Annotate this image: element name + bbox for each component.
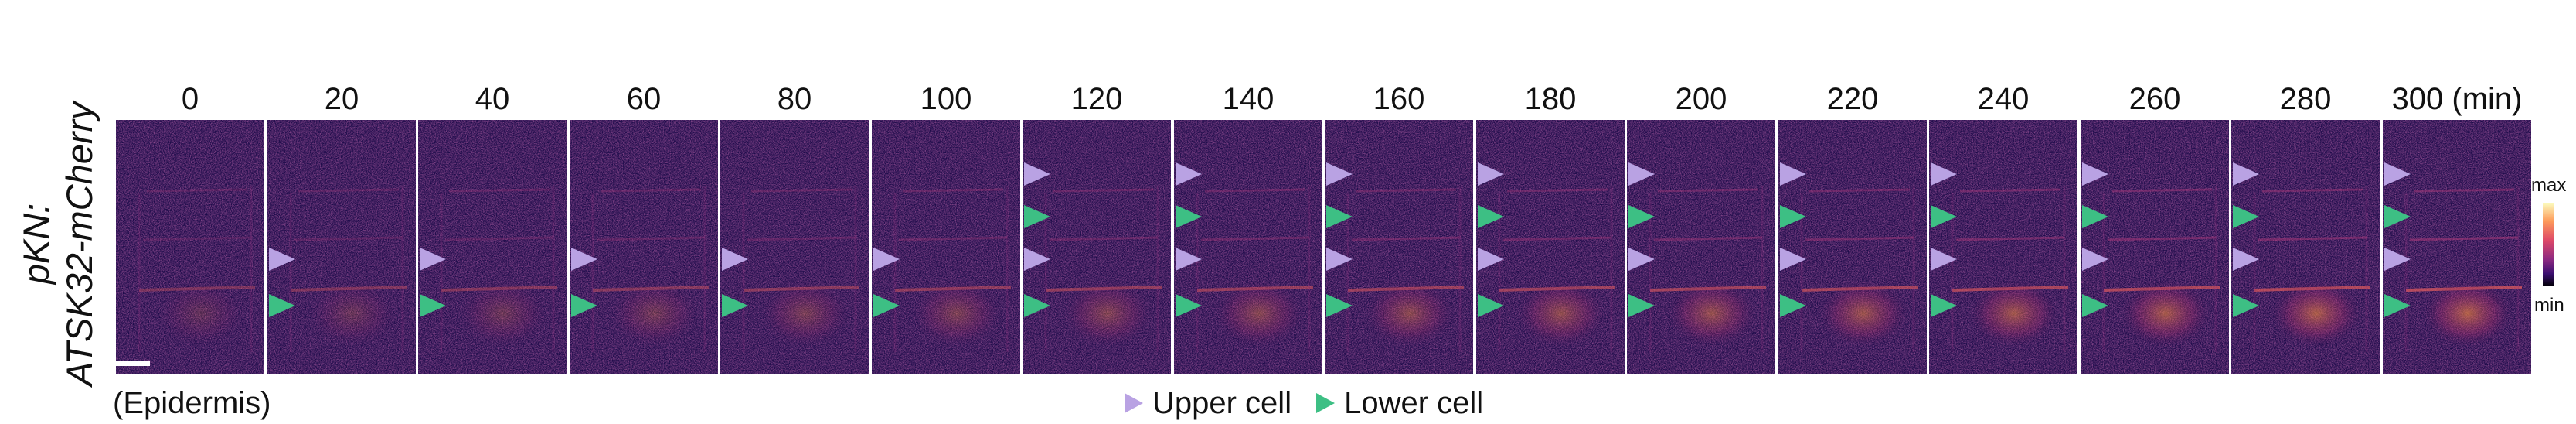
- lower-cell-arrowhead: [2384, 294, 2411, 317]
- time-point-label: 60: [626, 82, 662, 116]
- time-point-label: 280: [2279, 82, 2332, 116]
- lower-cell-arrowhead: [1628, 294, 1655, 317]
- legend-lower-label: Lower cell: [1344, 385, 1484, 420]
- lower-cell-arrowhead: [873, 294, 900, 317]
- lower-triangle-icon: [1316, 393, 1336, 413]
- time-point-label: 220: [1826, 82, 1879, 116]
- time-lapse-frame: [1023, 120, 1171, 374]
- upper-cell-arrowhead: [1326, 162, 1353, 186]
- scale-bar: [116, 361, 150, 366]
- upper-cell-arrowhead: [1931, 248, 1957, 271]
- time-lapse-frame: [1476, 120, 1625, 374]
- time-lapse-frame: [872, 120, 1020, 374]
- time-lapse-frame: [418, 120, 567, 374]
- time-point-label: 240: [1977, 82, 2030, 116]
- time-point-label: 300 (min): [2391, 82, 2523, 116]
- lower-cell-arrowhead: [420, 294, 446, 317]
- upper-cell-arrowhead: [873, 248, 900, 271]
- upper-cell-arrowhead: [1931, 162, 1957, 186]
- time-point-label: 140: [1222, 82, 1274, 116]
- lower-cell-arrowhead: [2233, 294, 2259, 317]
- time-lapse-frame: [720, 120, 869, 374]
- time-lapse-frame: [116, 120, 264, 374]
- time-lapse-frame: [1174, 120, 1322, 374]
- upper-cell-arrowhead: [1176, 248, 1202, 271]
- legend: Upper cell Lower cell: [1125, 383, 1508, 423]
- lower-cell-arrowhead: [1478, 205, 1504, 228]
- upper-cell-arrowhead: [1326, 248, 1353, 271]
- upper-cell-arrowhead: [2384, 162, 2411, 186]
- colorbar-min-label: min: [2534, 295, 2564, 316]
- upper-cell-arrowhead: [269, 248, 295, 271]
- lower-cell-arrowhead: [1931, 205, 1957, 228]
- upper-cell-arrowhead: [1478, 162, 1504, 186]
- legend-lower-cell: Lower cell: [1316, 386, 1483, 421]
- upper-cell-arrowhead: [1024, 248, 1050, 271]
- upper-cell-arrowhead: [420, 248, 446, 271]
- time-point-label: 160: [1373, 82, 1425, 116]
- time-lapse-frame: [2231, 120, 2380, 374]
- lower-cell-arrowhead: [1024, 205, 1050, 228]
- lower-cell-arrowhead: [1176, 294, 1202, 317]
- time-lapse-frame: [2081, 120, 2229, 374]
- upper-cell-arrowhead: [2082, 248, 2108, 271]
- time-lapse-frame: [1778, 120, 1927, 374]
- upper-cell-arrowhead: [1024, 162, 1050, 186]
- upper-cell-arrowhead: [2233, 162, 2259, 186]
- lower-cell-arrowhead: [1780, 294, 1806, 317]
- intensity-colorbar: [2543, 203, 2554, 286]
- upper-cell-arrowhead: [571, 248, 597, 271]
- upper-cell-arrowhead: [722, 248, 748, 271]
- time-point-label: 200: [1675, 82, 1727, 116]
- time-point-label: 180: [1524, 82, 1577, 116]
- time-lapse-frame: [1929, 120, 2077, 374]
- time-point-label: 20: [324, 82, 359, 116]
- time-point-label: 80: [777, 82, 812, 116]
- time-lapse-frame: [267, 120, 416, 374]
- time-point-label: 40: [475, 82, 510, 116]
- lower-cell-arrowhead: [269, 294, 295, 317]
- lower-cell-arrowhead: [1176, 205, 1202, 228]
- lower-cell-arrowhead: [2233, 205, 2259, 228]
- time-lapse-frame: [2383, 120, 2531, 374]
- lower-cell-arrowhead: [2082, 294, 2108, 317]
- upper-cell-arrowhead: [1780, 248, 1806, 271]
- upper-cell-arrowhead: [2233, 248, 2259, 271]
- time-point-label: 100: [920, 82, 972, 116]
- lower-cell-arrowhead: [1478, 294, 1504, 317]
- lower-cell-arrowhead: [1024, 294, 1050, 317]
- time-point-label: 0: [181, 82, 199, 116]
- time-lapse-frame: [1325, 120, 1473, 374]
- upper-triangle-icon: [1125, 393, 1143, 413]
- time-lapse-frame: [570, 120, 718, 374]
- colorbar-max-label: max: [2531, 175, 2567, 196]
- tissue-region-label: (Epidermis): [113, 386, 271, 420]
- lower-cell-arrowhead: [1326, 205, 1353, 228]
- lower-cell-arrowhead: [2082, 205, 2108, 228]
- lower-cell-arrowhead: [1931, 294, 1957, 317]
- upper-cell-arrowhead: [1628, 248, 1655, 271]
- legend-upper-label: Upper cell: [1152, 385, 1292, 420]
- time-lapse-frame: [1627, 120, 1775, 374]
- upper-cell-arrowhead: [1780, 162, 1806, 186]
- lower-cell-arrowhead: [1326, 294, 1353, 317]
- lower-cell-arrowhead: [571, 294, 597, 317]
- legend-upper-cell: Upper cell: [1125, 386, 1291, 421]
- lower-cell-arrowhead: [722, 294, 748, 317]
- lower-cell-arrowhead: [1628, 205, 1655, 228]
- time-point-label: 260: [2129, 82, 2181, 116]
- upper-cell-arrowhead: [1176, 162, 1202, 186]
- upper-cell-arrowhead: [1628, 162, 1655, 186]
- lower-cell-arrowhead: [2384, 205, 2411, 228]
- upper-cell-arrowhead: [2082, 162, 2108, 186]
- time-point-label: 120: [1070, 82, 1123, 116]
- upper-cell-arrowhead: [2384, 248, 2411, 271]
- lower-cell-arrowhead: [1780, 205, 1806, 228]
- upper-cell-arrowhead: [1478, 248, 1504, 271]
